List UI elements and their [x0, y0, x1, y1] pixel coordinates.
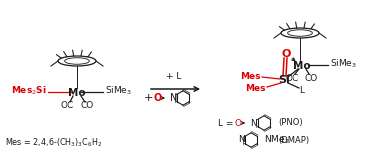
Text: NMe$_2$: NMe$_2$ [264, 134, 290, 146]
Text: O: O [281, 49, 291, 59]
Text: Mes: Mes [241, 71, 261, 80]
Ellipse shape [288, 30, 313, 36]
Text: SiMe$_3$: SiMe$_3$ [105, 85, 132, 97]
Text: Mo: Mo [293, 61, 311, 71]
Text: Si: Si [278, 75, 290, 85]
Text: N: N [250, 118, 257, 128]
Text: OC: OC [60, 101, 74, 110]
Text: Mo: Mo [68, 88, 86, 98]
Text: + L: + L [166, 71, 182, 80]
Text: N: N [238, 136, 245, 145]
Text: O: O [234, 118, 242, 128]
Text: OC: OC [285, 74, 299, 82]
Text: Mes: Mes [245, 84, 266, 93]
Text: CO: CO [304, 74, 318, 82]
Text: Mes = 2,4,6-(CH$_3$)$_3$C$_6$H$_2$: Mes = 2,4,6-(CH$_3$)$_3$C$_6$H$_2$ [5, 137, 102, 149]
Text: (PNO): (PNO) [278, 118, 303, 128]
Text: Mes$_2$Si: Mes$_2$Si [11, 85, 47, 97]
Text: L =: L = [218, 118, 233, 128]
Text: +: + [143, 93, 153, 103]
Text: N: N [170, 93, 177, 103]
Text: L: L [299, 85, 305, 95]
Text: CO: CO [80, 101, 93, 110]
Text: (DMAP): (DMAP) [278, 136, 309, 145]
Text: SiMe$_3$: SiMe$_3$ [330, 58, 357, 70]
Text: O: O [154, 93, 162, 103]
Ellipse shape [64, 58, 89, 64]
